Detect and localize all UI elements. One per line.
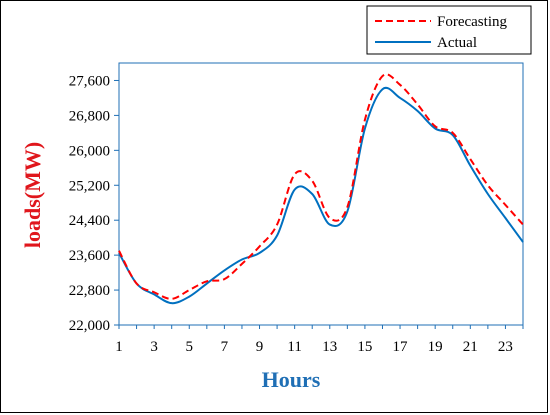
x-tick-label: 17 (393, 339, 409, 355)
series-line-forecasting (118, 73, 524, 300)
legend-actual-label: Actual (437, 35, 477, 51)
y-tick-label: 22,000 (69, 318, 110, 334)
legend-forecasting-label: Forecasting (437, 14, 507, 30)
x-tick-label: 21 (463, 339, 478, 355)
x-tick-label: 19 (428, 339, 443, 355)
x-tick-label: 23 (498, 339, 513, 355)
x-tick-label: 5 (186, 339, 194, 355)
x-axis-ticks: 1 3 5 7 9 11 13 15 17 19 21 23 (115, 325, 524, 355)
y-tick-label: 26,000 (69, 143, 110, 159)
x-tick-label: 13 (322, 339, 337, 355)
y-tick-label: 26,800 (69, 108, 110, 124)
x-axis-label: Hours (262, 367, 321, 392)
y-tick-label: 27,600 (69, 73, 110, 89)
x-tick-label: 11 (287, 339, 301, 355)
y-axis-label: loads(MW) (20, 142, 45, 248)
x-tick-label: 1 (115, 339, 123, 355)
series-layer (118, 73, 524, 305)
y-tick-label: 23,600 (69, 248, 110, 264)
legend-box (366, 5, 532, 55)
x-tick-label: 7 (221, 339, 229, 355)
y-axis-ticks: 22,000 22,800 23,600 24,400 25,200 26,000 26,8… (69, 73, 119, 334)
series-line-actual (118, 86, 524, 305)
plot-area (118, 62, 524, 326)
y-tick-label: 25,200 (69, 178, 110, 194)
x-tick-label: 15 (357, 339, 372, 355)
legend: Forecasting Actual (366, 5, 532, 55)
x-tick-label: 9 (256, 339, 264, 355)
x-tick-label: 3 (150, 339, 158, 355)
y-tick-label: 22,800 (69, 283, 110, 299)
y-tick-label: 24,400 (69, 213, 110, 229)
